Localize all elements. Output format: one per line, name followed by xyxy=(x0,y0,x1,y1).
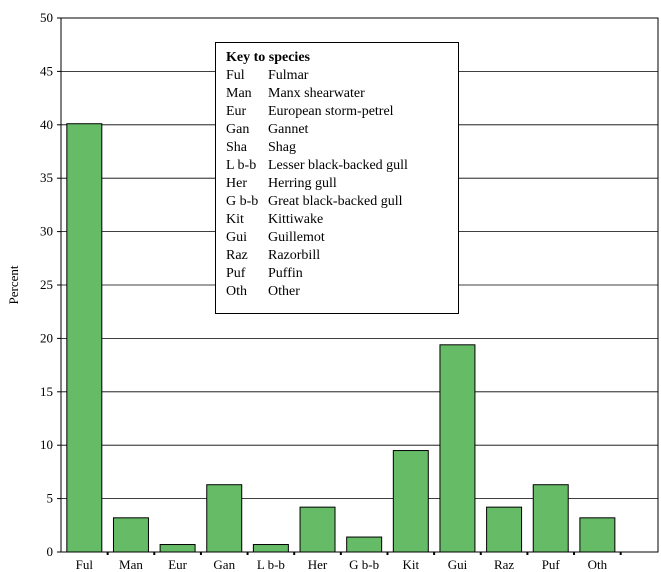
legend-species-name: Puffin xyxy=(268,266,303,281)
species-key-legend: Key to species Ful Fulmar Man Manx shearwat… xyxy=(215,42,459,314)
y-tick-label: 15 xyxy=(40,384,53,399)
legend-abbreviation: Sha xyxy=(226,140,247,155)
legend-entry: L b-b Lesser black-backed gull xyxy=(226,157,458,175)
legend-entry: Raz Razorbill xyxy=(226,247,458,265)
y-tick-label: 25 xyxy=(40,277,53,292)
legend-abbreviation: Raz xyxy=(226,248,248,263)
bar-puf xyxy=(532,484,569,553)
legend-entry: G b-b Great black-backed gull xyxy=(226,193,458,211)
legend-entry: Gan Gannet xyxy=(226,121,458,139)
legend-species-name: Fulmar xyxy=(268,68,309,83)
bar-man xyxy=(112,517,149,553)
bar-raz xyxy=(486,506,523,553)
y-axis-title: Percent xyxy=(6,265,21,304)
legend-abbreviation: Gan xyxy=(226,122,250,137)
legend-entry: Eur European storm-petrel xyxy=(226,103,458,121)
legend-abbreviation: Man xyxy=(226,86,252,101)
legend-species-name: Kittiwake xyxy=(268,212,324,227)
legend-species-name: Lesser black-backed gull xyxy=(268,158,408,173)
x-tick-label: Gan xyxy=(213,557,235,572)
legend-abbreviation: Oth xyxy=(226,284,247,299)
y-tick-label: 50 xyxy=(40,10,53,25)
legend-abbreviation: Her xyxy=(226,176,247,191)
y-tick-label: 35 xyxy=(40,170,53,185)
y-tick-label: 0 xyxy=(47,544,54,559)
legend-abbreviation: Ful xyxy=(226,68,245,83)
legend-abbreviation: Puf xyxy=(226,266,246,281)
bar-gui xyxy=(439,344,476,553)
x-tick-label: G b-b xyxy=(349,557,379,572)
y-tick-label: 30 xyxy=(40,224,53,239)
bar-l-b-b xyxy=(252,544,289,553)
legend-entry: Sha Shag xyxy=(226,139,458,157)
y-tick-label: 5 xyxy=(47,491,54,506)
plot-frame xyxy=(60,17,659,553)
legend-species-name: Razorbill xyxy=(268,248,321,263)
legend-entry: Oth Other xyxy=(226,283,458,301)
bar-her xyxy=(299,506,336,553)
legend-species-name: Manx shearwater xyxy=(268,86,365,101)
x-axis-ticks: Ful Man Eur Gan L b-b Her G b-b Kit Gui Raz Puf Oth xyxy=(76,552,622,572)
x-tick-label: Man xyxy=(119,557,143,572)
x-tick-label: Ful xyxy=(76,557,94,572)
legend-abbreviation: L b-b xyxy=(226,158,257,173)
legend-title: Key to species xyxy=(226,50,310,65)
y-tick-label: 20 xyxy=(40,330,53,345)
legend-species-name: Gannet xyxy=(268,122,309,137)
bar-g-b-b xyxy=(346,536,383,553)
bar-kit xyxy=(392,450,429,553)
legend-entry: Her Herring gull xyxy=(226,175,458,193)
y-tick-label: 10 xyxy=(40,437,53,452)
legend-abbreviation: Eur xyxy=(226,104,247,119)
legend-species-name: Guillemot xyxy=(268,230,325,245)
x-tick-label: Raz xyxy=(494,557,514,572)
legend-entry: Puf Puffin xyxy=(226,265,458,283)
bar-ful xyxy=(66,123,103,553)
legend-entry: Gui Guillemot xyxy=(226,229,458,247)
bar-eur xyxy=(159,544,196,553)
x-tick-label: Kit xyxy=(402,557,419,572)
x-tick-label: Gui xyxy=(448,557,468,572)
legend-entry: Kit Kittiwake xyxy=(226,211,458,229)
y-tick-label: 45 xyxy=(40,63,53,78)
legend-abbreviation: Gui xyxy=(226,230,247,245)
bars xyxy=(66,123,616,553)
legend-entry: Ful Fulmar xyxy=(226,67,458,85)
x-tick-label: Her xyxy=(308,557,328,572)
legend-entry: Man Manx shearwater xyxy=(226,85,458,103)
legend-species-name: Other xyxy=(268,284,300,299)
y-axis-ticks: 0 5 10 15 20 25 30 35 40 45 50 xyxy=(40,10,61,559)
x-tick-label: L b-b xyxy=(257,557,285,572)
bar-oth xyxy=(579,517,616,553)
legend-species-name: European storm-petrel xyxy=(268,104,394,119)
legend-abbreviation: G b-b xyxy=(226,194,259,209)
bar-gan xyxy=(206,484,243,553)
legend-abbreviation: Kit xyxy=(226,212,244,227)
x-tick-label: Oth xyxy=(588,557,608,572)
legend-species-name: Great black-backed gull xyxy=(268,194,403,209)
y-tick-label: 40 xyxy=(40,117,53,132)
legend-entries: Ful Fulmar Man Manx shearwater Eur European s… xyxy=(226,67,458,301)
x-tick-label: Puf xyxy=(542,557,561,572)
x-tick-label: Eur xyxy=(168,557,187,572)
legend-species-name: Herring gull xyxy=(268,176,337,191)
legend-species-name: Shag xyxy=(268,140,296,155)
